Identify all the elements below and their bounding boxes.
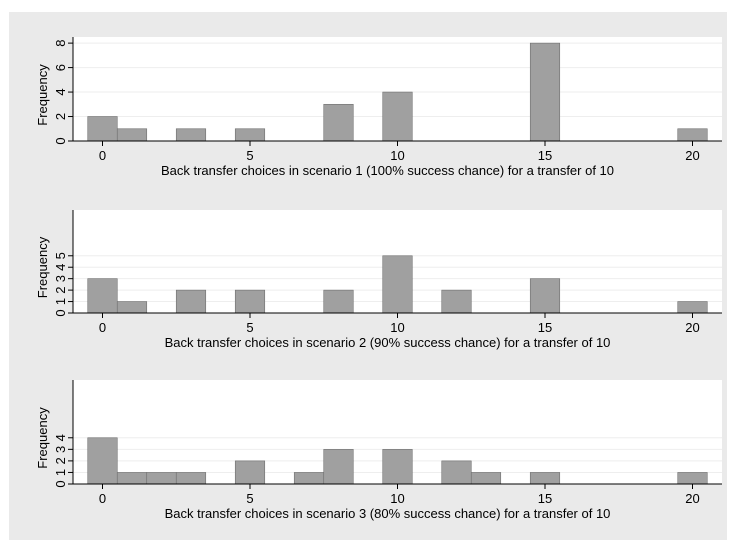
chart-panel-1: 0 2 4 6 8 0 5 10 15 20 Back transfer choices in sc… (35, 37, 722, 178)
x-tick-label-2: 10 (390, 320, 404, 335)
x-tick-label-2: 10 (390, 491, 404, 506)
x-tick-label-0: 0 (99, 148, 106, 163)
x-tick-label-1: 5 (246, 491, 253, 506)
y-axis-title: Frequency (35, 64, 50, 126)
bar-12 (441, 289, 472, 314)
bar-15 (529, 42, 561, 142)
bar-15 (529, 278, 561, 314)
bar-5 (234, 460, 266, 485)
y-tick-label-1: 1 (53, 469, 68, 476)
y-tick-label-4: 4 (53, 434, 68, 441)
bar-5 (234, 128, 266, 142)
y-tick-label-5: 5 (53, 252, 68, 259)
y-tick-label-1: 1 (53, 298, 68, 305)
bar-8 (323, 449, 354, 485)
bar-20 (677, 128, 708, 142)
y-tick-label-3: 6 (53, 64, 68, 71)
bar-10 (382, 449, 413, 485)
x-tick-label-0: 0 (99, 491, 106, 506)
y-tick-label-4: 8 (53, 40, 68, 47)
bar-5 (234, 289, 266, 314)
bar-10 (382, 255, 413, 314)
y-tick-label-3: 3 (53, 275, 68, 282)
x-tick-label-4: 20 (685, 148, 699, 163)
bar-1 (116, 301, 148, 314)
bar-3 (175, 472, 207, 485)
bar-20 (677, 301, 708, 314)
y-tick-label-0: 0 (53, 137, 68, 144)
bar-8 (323, 103, 354, 142)
bar-0 (87, 116, 118, 142)
y-tick-label-1: 2 (53, 113, 68, 120)
y-tick-label-4: 4 (53, 264, 68, 271)
x-tick-label-4: 20 (685, 491, 699, 506)
y-tick-label-3: 3 (53, 446, 68, 453)
bar-1 (116, 128, 148, 142)
bar-3 (175, 289, 207, 314)
x-tick-label-3: 15 (538, 320, 552, 335)
x-tick-label-3: 15 (538, 148, 552, 163)
x-axis-title: Back transfer choices in scenario 1 (100… (161, 163, 614, 178)
chart-panel-3: 0 1 2 3 4 0 5 10 15 20 Back transfer choices in sc… (35, 380, 722, 521)
bar-0 (87, 437, 118, 485)
y-tick-label-0: 0 (53, 309, 68, 316)
x-tick-label-1: 5 (246, 320, 253, 335)
bar-2 (146, 472, 177, 485)
y-tick-label-2: 4 (53, 88, 68, 95)
bar-3 (175, 128, 207, 142)
bar-13 (470, 472, 502, 485)
x-tick-label-1: 5 (246, 148, 253, 163)
x-axis-title: Back transfer choices in scenario 3 (80%… (165, 506, 611, 521)
bar-7 (293, 472, 325, 485)
bar-8 (323, 289, 354, 314)
bar-0 (87, 278, 118, 314)
bar-20 (677, 472, 708, 485)
y-axis-title: Frequency (35, 236, 50, 298)
chart-panel-2: 0 1 2 3 4 5 0 5 10 15 20 Back transfer choices in s… (35, 210, 722, 350)
x-tick-label-2: 10 (390, 148, 404, 163)
y-axis-title: Frequency (35, 407, 50, 469)
y-tick-label-2: 2 (53, 457, 68, 464)
y-tick-label-2: 2 (53, 286, 68, 293)
bar-10 (382, 91, 413, 142)
x-axis-title: Back transfer choices in scenario 2 (90%… (165, 335, 611, 350)
bar-15 (529, 472, 561, 485)
y-tick-label-0: 0 (53, 480, 68, 487)
bar-1 (116, 472, 148, 485)
x-tick-label-4: 20 (685, 320, 699, 335)
x-tick-label-0: 0 (99, 320, 106, 335)
x-tick-label-3: 15 (538, 491, 552, 506)
bar-12 (441, 460, 472, 485)
